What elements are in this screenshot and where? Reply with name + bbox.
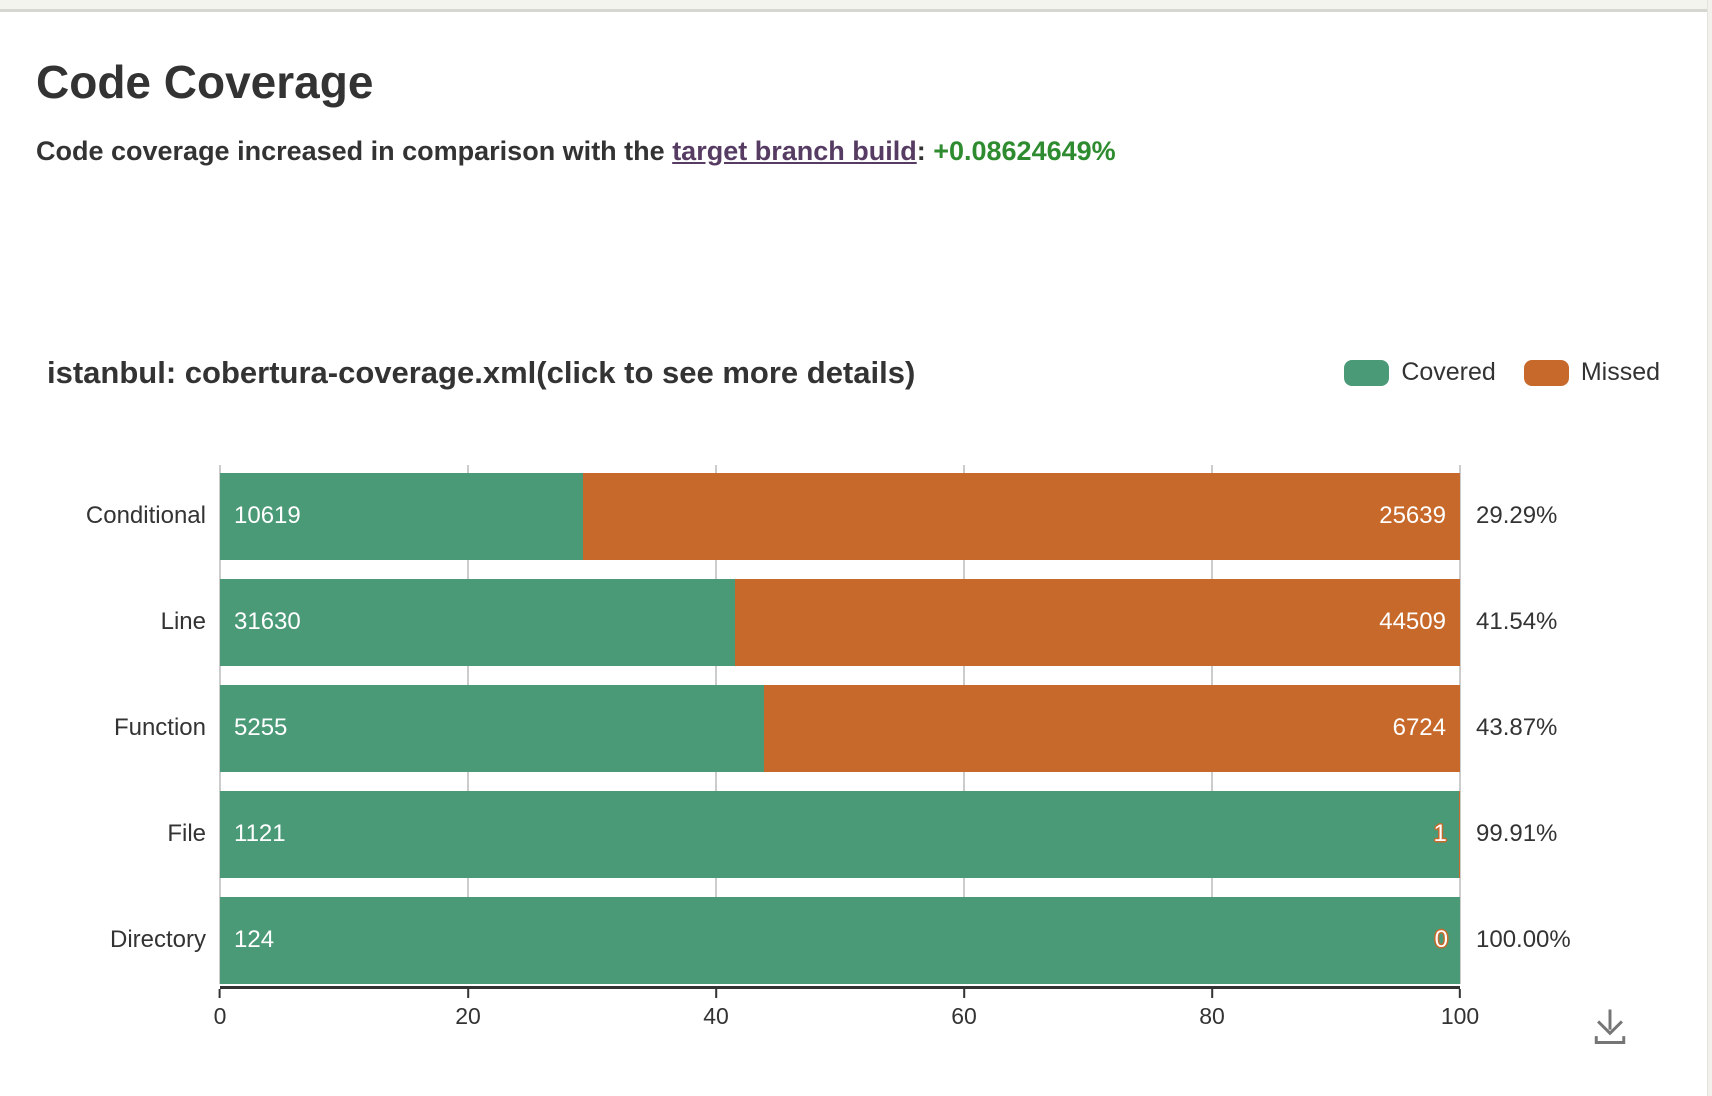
chart-header: istanbul: cobertura-coverage.xml(click t…	[47, 355, 1660, 391]
tick-label: 60	[951, 1002, 977, 1029]
percent-label: 29.29%	[1476, 502, 1558, 530]
tick-label: 80	[1199, 1002, 1225, 1029]
percent-label: 100.00%	[1476, 926, 1571, 954]
legend-label-covered: Covered	[1401, 358, 1496, 387]
tick-mark	[715, 988, 717, 998]
x-axis: 0 20 40 60 80	[214, 985, 1479, 1032]
page-title: Code Coverage	[36, 56, 374, 108]
summary-separator: :	[916, 135, 934, 166]
legend-item-missed[interactable]: Missed	[1523, 358, 1660, 387]
tick-mark	[218, 988, 221, 998]
target-branch-link[interactable]: target branch build	[672, 135, 917, 166]
missed-value: 44509	[1379, 608, 1446, 636]
covered-bar[interactable]: 5255	[220, 684, 764, 772]
coverage-delta: +0.08624649%	[933, 135, 1116, 166]
covered-value: 124	[234, 926, 275, 954]
tick-label: 0	[213, 1002, 227, 1029]
category-label: Function	[113, 714, 206, 742]
category-label: Line	[160, 608, 206, 636]
bar-row-directory: Directory 124 0 100.00%	[110, 896, 1571, 984]
missed-bar[interactable]: 44509	[735, 578, 1460, 666]
category-label: Conditional	[85, 502, 206, 530]
missed-value: 25639	[1379, 502, 1446, 530]
x-axis-tick: 100	[1440, 988, 1480, 1030]
gridline	[1459, 464, 1461, 984]
covered-swatch-icon	[1344, 359, 1390, 386]
category-label: File	[167, 820, 206, 848]
download-icon	[1594, 1009, 1626, 1044]
tick-label: 40	[703, 1002, 729, 1029]
percent-label: 99.91%	[1476, 820, 1558, 848]
missed-bar[interactable]	[1458, 790, 1460, 878]
percent-label: 43.87%	[1476, 714, 1558, 742]
tick-label: 100	[1440, 1002, 1480, 1029]
x-axis-tick: 60	[951, 988, 977, 1030]
coverage-bar-chart: Conditional 10619 25639 29.29% Line 3163…	[86, 464, 1571, 1032]
download-chart-button[interactable]	[1588, 1002, 1632, 1050]
chart-title-link[interactable]: istanbul: cobertura-coverage.xml(click t…	[47, 354, 916, 390]
covered-bar[interactable]: 31630	[220, 578, 736, 666]
x-axis-tick: 0	[213, 988, 227, 1030]
tick-mark	[1211, 988, 1213, 998]
coverage-summary: Code coverage increased in comparison wi…	[36, 136, 1712, 167]
bar-row-line: Line 31630 44509 41.54%	[161, 578, 1557, 666]
tick-mark	[467, 988, 469, 998]
missed-value-outlined: 1	[1433, 820, 1447, 848]
page-right-edge	[1707, 0, 1712, 1096]
chart-legend: Covered Missed	[1344, 358, 1660, 387]
category-label: Directory	[109, 926, 206, 954]
covered-bar[interactable]: 124 0	[220, 896, 1460, 984]
tick-mark	[1459, 988, 1461, 998]
bar-row-conditional: Conditional 10619 25639 29.29%	[86, 472, 1557, 560]
tick-mark	[963, 988, 965, 998]
covered-value: 5255	[234, 714, 288, 742]
missed-bar[interactable]: 25639	[583, 472, 1460, 560]
legend-label-missed: Missed	[1580, 358, 1660, 387]
missed-swatch-icon	[1523, 359, 1569, 386]
top-strip	[0, 0, 1712, 12]
missed-value: 6724	[1392, 714, 1446, 742]
percent-label: 41.54%	[1476, 608, 1558, 636]
x-axis-tick: 20	[455, 988, 481, 1030]
summary-text: Code coverage increased in comparison wi…	[36, 135, 673, 166]
x-axis-tick: 40	[703, 988, 729, 1030]
tick-label: 20	[455, 1002, 481, 1029]
x-axis-tick: 80	[1199, 988, 1225, 1030]
missed-bar[interactable]: 6724	[763, 684, 1460, 772]
plot-area: Conditional 10619 25639 29.29% Line 3163…	[86, 464, 1571, 984]
missed-value-outlined: 0	[1434, 926, 1448, 954]
covered-bar[interactable]: 1121 1	[220, 790, 1459, 878]
bar-row-function: Function 5255 6724 43.87%	[114, 684, 1557, 772]
covered-value: 10619	[234, 502, 301, 530]
covered-bar[interactable]: 10619	[220, 472, 584, 560]
covered-value: 31630	[234, 608, 301, 636]
coverage-chart-card: istanbul: cobertura-coverage.xml(click t…	[0, 355, 1712, 1032]
legend-item-covered[interactable]: Covered	[1344, 358, 1496, 387]
bar-row-file: File 1121 1 99.91%	[167, 790, 1557, 878]
covered-value: 1121	[234, 820, 286, 848]
